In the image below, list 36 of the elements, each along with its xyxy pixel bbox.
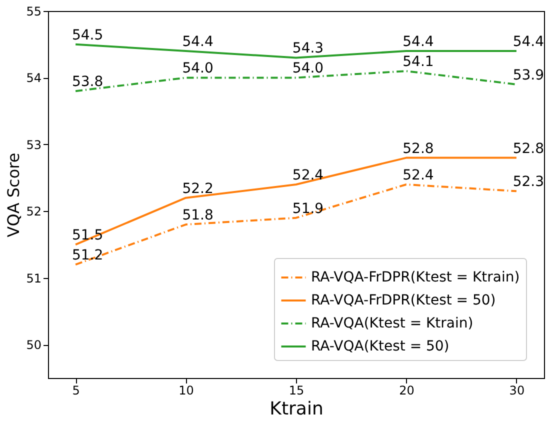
y-tick-label: 54	[26, 71, 42, 86]
x-tick-label: 5	[72, 384, 80, 398]
x-tick-label: 30	[509, 384, 525, 398]
data-label: 54.3	[292, 40, 324, 57]
y-tick-label: 52	[26, 204, 42, 219]
x-tick-label: 20	[399, 384, 414, 398]
data-label: 53.8	[72, 74, 104, 90]
data-label: 52.8	[402, 140, 434, 157]
data-label: 54.4	[512, 34, 544, 50]
data-label: 53.9	[512, 67, 544, 84]
y-tick-label: 51	[26, 271, 42, 286]
data-label: 54.4	[402, 34, 434, 50]
data-label: 52.8	[512, 140, 544, 157]
legend-label: RA-VQA(Ktest = 50)	[311, 338, 450, 354]
data-label: 54.1	[402, 54, 434, 70]
data-label: 52.4	[402, 167, 434, 184]
y-tick-label: 55	[26, 4, 42, 18]
legend-label: RA-VQA(Ktest = Ktrain)	[311, 316, 474, 332]
legend-label: RA-VQA-FrDPR(Ktest = 50)	[311, 292, 496, 308]
x-tick-label: 15	[288, 384, 304, 398]
legend-label: RA-VQA-FrDPR(Ktest = Ktrain)	[311, 270, 520, 286]
data-label: 52.4	[292, 167, 324, 184]
data-label: 51.2	[72, 248, 104, 264]
x-axis-title: Ktrain	[270, 398, 324, 420]
data-label: 54.0	[182, 60, 214, 77]
data-label: 54.0	[292, 60, 324, 77]
data-label: 54.4	[182, 34, 214, 50]
data-label: 51.9	[292, 200, 324, 217]
data-label: 54.5	[72, 27, 104, 44]
data-label: 52.2	[182, 180, 214, 197]
y-axis-title: VQA Score	[4, 152, 24, 238]
y-tick-label: 53	[26, 138, 42, 152]
data-label: 52.3	[512, 174, 544, 190]
x-tick-label: 10	[178, 384, 194, 398]
y-tick-label: 50	[26, 338, 42, 352]
data-label: 51.8	[182, 208, 214, 224]
